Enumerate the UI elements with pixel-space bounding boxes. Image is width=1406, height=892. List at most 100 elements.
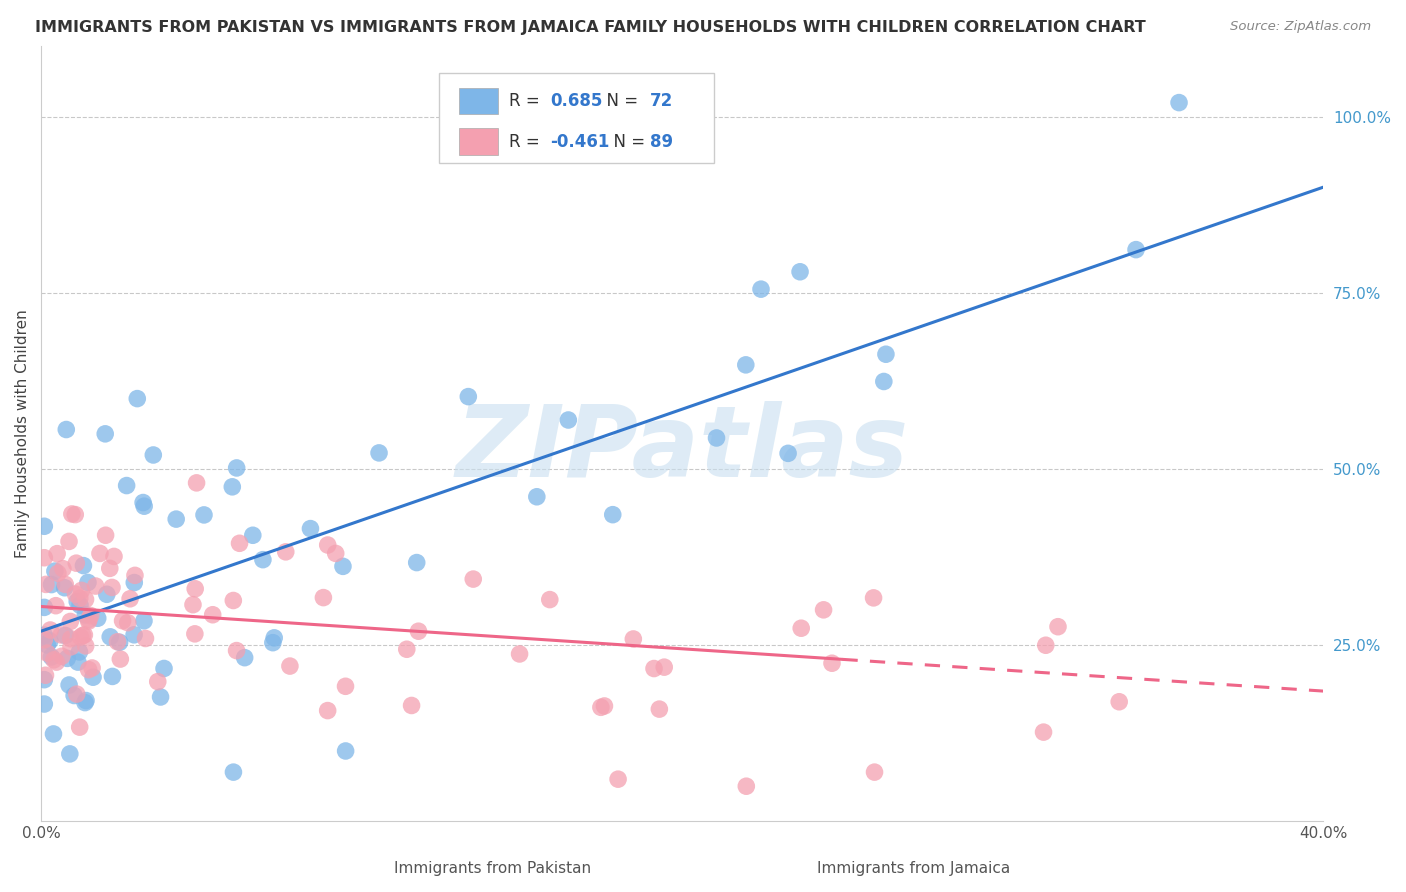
Point: [69, 598, 91, 612]
Point: [84, 579, 107, 593]
Point: [53, 628, 76, 642]
Point: [149, 690, 172, 704]
Point: [56, 651, 79, 665]
Point: [134, 632, 156, 646]
Text: -0.461: -0.461: [550, 133, 610, 151]
Point: [184, 582, 207, 596]
Point: [69, 630, 91, 644]
Point: [526, 490, 548, 504]
Point: [67, 645, 90, 659]
Point: [735, 779, 758, 793]
Point: [80, 661, 103, 675]
FancyBboxPatch shape: [460, 88, 498, 114]
Text: ZIPatlas: ZIPatlas: [456, 401, 908, 498]
Point: [75, 693, 97, 707]
Point: [734, 358, 756, 372]
Point: [368, 446, 391, 460]
Point: [401, 698, 423, 713]
Point: [225, 461, 247, 475]
Point: [38, 634, 60, 648]
Point: [142, 448, 165, 462]
Point: [875, 347, 897, 361]
Point: [538, 592, 561, 607]
Point: [82, 670, 104, 684]
Point: [127, 392, 149, 406]
Point: [222, 593, 245, 607]
Point: [274, 545, 297, 559]
Point: [278, 659, 301, 673]
Point: [79, 608, 101, 623]
Point: [607, 772, 630, 787]
Point: [59, 632, 82, 646]
Point: [58, 534, 80, 549]
Text: R =: R =: [509, 133, 546, 151]
Point: [58, 678, 80, 692]
Point: [35, 577, 58, 591]
Point: [73, 696, 96, 710]
Point: [73, 628, 96, 642]
Point: [110, 652, 132, 666]
Point: [1032, 725, 1054, 739]
Text: N =: N =: [596, 92, 644, 111]
Point: [45, 655, 67, 669]
Point: [120, 591, 142, 606]
Point: [1108, 695, 1130, 709]
Point: [557, 413, 579, 427]
Point: [706, 431, 728, 445]
Point: [59, 615, 82, 629]
Point: [509, 647, 531, 661]
Point: [59, 747, 82, 761]
Point: [405, 556, 427, 570]
Point: [222, 765, 245, 780]
Text: 0.685: 0.685: [550, 92, 603, 111]
Point: [457, 390, 479, 404]
Point: [165, 512, 187, 526]
Point: [153, 661, 176, 675]
Point: [77, 575, 100, 590]
Point: [37, 638, 59, 652]
Point: [299, 522, 322, 536]
Point: [201, 607, 224, 622]
Text: 89: 89: [650, 133, 673, 151]
Point: [233, 650, 256, 665]
Point: [75, 592, 97, 607]
Point: [181, 598, 204, 612]
Point: [643, 661, 665, 675]
Point: [316, 704, 339, 718]
Point: [34, 519, 56, 533]
Text: Source: ZipAtlas.com: Source: ZipAtlas.com: [1230, 20, 1371, 33]
Point: [1046, 620, 1069, 634]
Point: [75, 639, 97, 653]
Point: [115, 478, 138, 492]
Point: [94, 528, 117, 542]
Point: [65, 556, 87, 570]
Point: [46, 566, 69, 581]
Point: [652, 660, 675, 674]
Point: [242, 528, 264, 542]
Point: [34, 673, 56, 687]
Point: [77, 612, 100, 626]
Point: [77, 614, 100, 628]
Point: [72, 628, 94, 642]
Point: [42, 653, 65, 667]
Text: Immigrants from Jamaica: Immigrants from Jamaica: [817, 861, 1011, 876]
Point: [70, 583, 93, 598]
FancyBboxPatch shape: [460, 128, 498, 154]
Point: [332, 559, 354, 574]
Point: [94, 426, 117, 441]
Point: [221, 480, 243, 494]
Point: [821, 657, 844, 671]
Point: [103, 549, 125, 564]
Point: [193, 508, 215, 522]
Point: [132, 495, 155, 509]
Point: [34, 550, 56, 565]
Point: [41, 577, 63, 591]
Point: [749, 282, 772, 296]
Point: [66, 594, 89, 608]
Point: [778, 446, 800, 460]
Point: [111, 614, 134, 628]
Point: [69, 720, 91, 734]
Point: [34, 600, 56, 615]
Point: [42, 727, 65, 741]
Point: [134, 499, 156, 513]
